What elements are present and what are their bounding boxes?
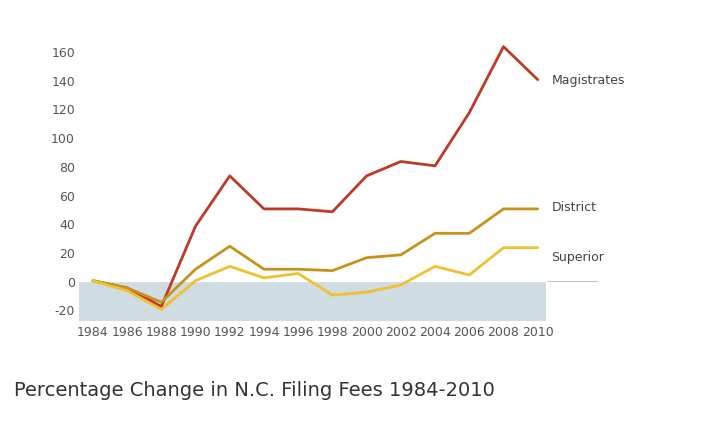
- Text: Percentage Change in N.C. Filing Fees 1984-2010: Percentage Change in N.C. Filing Fees 19…: [14, 380, 495, 399]
- Text: District: District: [552, 200, 596, 213]
- Text: Magistrates: Magistrates: [552, 74, 625, 87]
- Text: Superior: Superior: [552, 250, 604, 263]
